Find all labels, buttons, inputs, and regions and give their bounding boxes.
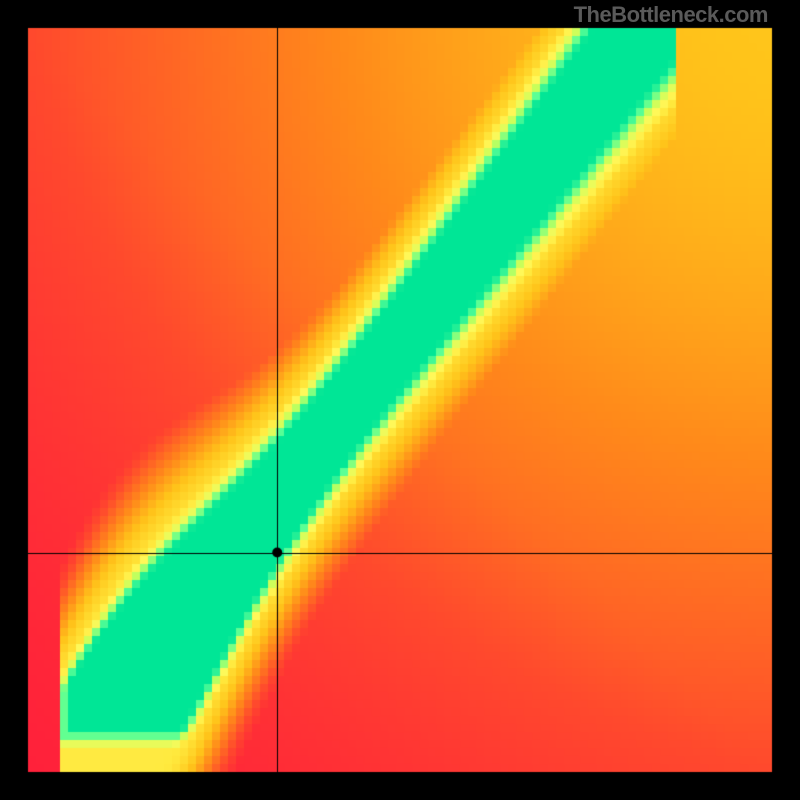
chart-container: TheBottleneck.com xyxy=(0,0,800,800)
heatmap-canvas xyxy=(0,0,800,800)
watermark-text: TheBottleneck.com xyxy=(574,2,768,28)
